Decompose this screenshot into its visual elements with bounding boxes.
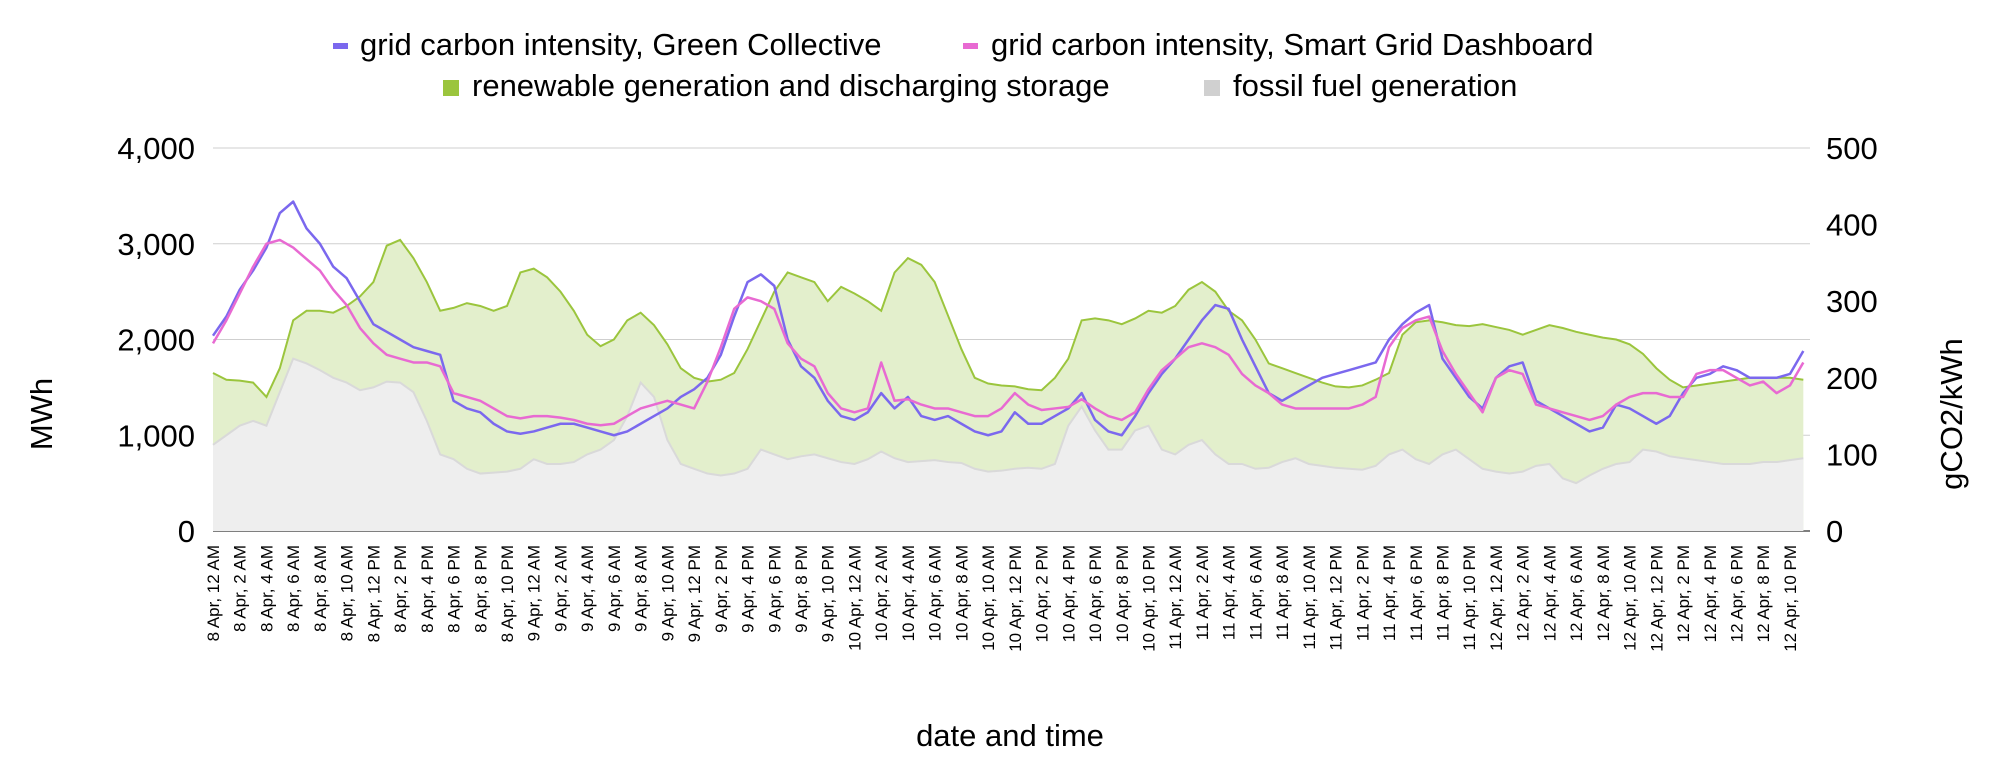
x-tick-label: 10 Apr, 12 AM	[845, 545, 864, 651]
x-tick-label: 9 Apr, 2 PM	[712, 545, 731, 633]
legend-swatch-renewable	[443, 80, 459, 96]
x-tick-label: 8 Apr, 2 PM	[391, 545, 410, 633]
area-edge	[212, 238, 1804, 399]
x-tick-label: 8 Apr, 10 PM	[498, 545, 517, 642]
x-tick-label: 11 Apr, 6 PM	[1407, 545, 1426, 641]
legend-label-renewable: renewable generation and discharging sto…	[472, 68, 1110, 103]
y-tick-left: 0	[178, 514, 195, 549]
area-edge	[212, 357, 1804, 485]
x-tick-label: 11 Apr, 2 AM	[1193, 545, 1212, 640]
series-line	[211, 238, 1805, 427]
x-tick-label: 11 Apr, 8 PM	[1433, 545, 1452, 641]
x-tick-label: 11 Apr, 10 AM	[1300, 545, 1319, 650]
legend-swatch-green-collective	[333, 43, 348, 49]
x-tick-label: 10 Apr, 6 AM	[926, 545, 945, 641]
series-line	[211, 200, 1805, 437]
x-tick-label: 12 Apr, 8 AM	[1594, 545, 1613, 641]
legend-swatch-fossil	[1204, 80, 1220, 96]
legend-label-fossil: fossil fuel generation	[1233, 68, 1517, 103]
x-tick-label: 8 Apr, 10 AM	[338, 545, 357, 641]
x-tick-label: 8 Apr, 12 PM	[364, 545, 383, 642]
x-tick-label: 9 Apr, 8 AM	[632, 545, 651, 632]
x-tick-label: 10 Apr, 8 PM	[1113, 545, 1132, 642]
x-tick-label: 10 Apr, 6 PM	[1086, 545, 1105, 642]
y-tick-left: 3,000	[117, 227, 195, 262]
x-tick-label: 8 Apr, 4 AM	[257, 545, 276, 632]
x-tick-label: 8 Apr, 6 PM	[445, 545, 464, 633]
legend-label-green-collective: grid carbon intensity, Green Collective	[360, 27, 882, 62]
axes: 0 1,000 2,000 3,000 4,000 0 100 200 300 400 500 8 A…	[117, 131, 1877, 652]
x-tick-label: 11 Apr, 10 PM	[1460, 545, 1479, 651]
x-tick-label: 8 Apr, 6 AM	[284, 545, 303, 632]
legend-label-smart-grid: grid carbon intensity, Smart Grid Dashbo…	[991, 27, 1593, 62]
x-tick-label: 12 Apr, 12 AM	[1487, 545, 1506, 651]
x-tick-label: 11 Apr, 4 AM	[1220, 545, 1239, 640]
x-tick-label: 12 Apr, 6 AM	[1567, 545, 1586, 641]
y-tick-right: 400	[1826, 208, 1878, 243]
x-tick-label: 11 Apr, 2 PM	[1353, 545, 1372, 641]
x-tick-label: 11 Apr, 4 PM	[1380, 545, 1399, 641]
x-tick-label: 8 Apr, 2 AM	[231, 545, 250, 632]
x-tick-label: 8 Apr, 8 AM	[311, 545, 330, 632]
y-tick-left: 4,000	[117, 131, 195, 166]
area-fill	[213, 358, 1804, 531]
line-series	[211, 200, 1805, 437]
x-tick-label: 9 Apr, 10 AM	[658, 545, 677, 641]
x-tick-label: 10 Apr, 4 PM	[1059, 545, 1078, 642]
x-tick-label: 12 Apr, 4 AM	[1540, 545, 1559, 641]
x-tick-label: 12 Apr, 8 PM	[1754, 545, 1773, 642]
x-tick-label: 11 Apr, 12 PM	[1327, 545, 1346, 651]
area-series	[212, 238, 1804, 532]
x-tick-label: 9 Apr, 6 AM	[605, 545, 624, 632]
x-tick-label: 8 Apr, 8 PM	[471, 545, 490, 633]
y-axis-right-title: gCO2/kWh	[1934, 338, 1969, 490]
x-tick-label: 10 Apr, 2 AM	[872, 545, 891, 641]
x-tick-label: 10 Apr, 10 AM	[979, 545, 998, 651]
x-tick-label: 9 Apr, 4 PM	[739, 545, 758, 633]
x-tick-label: 11 Apr, 8 AM	[1273, 545, 1292, 640]
y-tick-right: 200	[1826, 361, 1878, 396]
y-tick-right: 500	[1826, 131, 1878, 166]
x-tick-label: 8 Apr, 12 AM	[204, 545, 223, 641]
x-tick-label: 12 Apr, 10 PM	[1781, 545, 1800, 652]
x-tick-label: 8 Apr, 4 PM	[418, 545, 437, 633]
x-tick-label: 10 Apr, 2 PM	[1033, 545, 1052, 642]
x-tick-label: 10 Apr, 10 PM	[1139, 545, 1158, 652]
y-axis-left-title: MWh	[24, 378, 59, 450]
x-tick-label: 10 Apr, 8 AM	[952, 545, 971, 641]
y-tick-left: 1,000	[117, 418, 195, 453]
y-tick-left: 2,000	[117, 323, 195, 358]
legend: grid carbon intensity, Green Collective …	[333, 27, 1593, 103]
y-tick-right: 0	[1826, 514, 1843, 549]
x-tick-label: 10 Apr, 12 PM	[1006, 545, 1025, 652]
x-tick-label: 9 Apr, 8 PM	[792, 545, 811, 633]
x-tick-label: 9 Apr, 12 AM	[525, 545, 544, 641]
x-tick-label: 12 Apr, 4 PM	[1701, 545, 1720, 642]
x-tick-label: 12 Apr, 10 AM	[1621, 545, 1640, 651]
x-tick-label: 9 Apr, 12 PM	[685, 545, 704, 642]
x-tick-label: 9 Apr, 6 PM	[765, 545, 784, 633]
y-tick-right: 300	[1826, 284, 1878, 319]
x-tick-label: 11 Apr, 6 AM	[1246, 545, 1265, 640]
x-tick-label: 12 Apr, 12 PM	[1647, 545, 1666, 652]
y-tick-right: 100	[1826, 437, 1878, 472]
x-tick-label: 12 Apr, 2 AM	[1514, 545, 1533, 641]
legend-swatch-smart-grid	[963, 43, 978, 49]
x-tick-label: 11 Apr, 12 AM	[1166, 545, 1185, 650]
x-axis-title: date and time	[916, 718, 1104, 753]
x-tick-label: 9 Apr, 4 AM	[578, 545, 597, 632]
x-tick-label: 10 Apr, 4 AM	[899, 545, 918, 641]
x-tick-label: 9 Apr, 10 PM	[819, 545, 838, 642]
x-tick-label: 12 Apr, 6 PM	[1727, 545, 1746, 642]
x-tick-label: 9 Apr, 2 AM	[551, 545, 570, 632]
x-tick-label: 12 Apr, 2 PM	[1674, 545, 1693, 642]
